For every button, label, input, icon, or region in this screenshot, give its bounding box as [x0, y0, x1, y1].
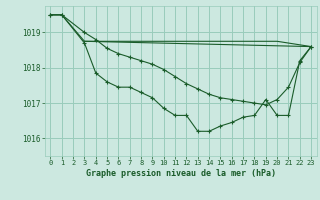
X-axis label: Graphe pression niveau de la mer (hPa): Graphe pression niveau de la mer (hPa)	[86, 169, 276, 178]
